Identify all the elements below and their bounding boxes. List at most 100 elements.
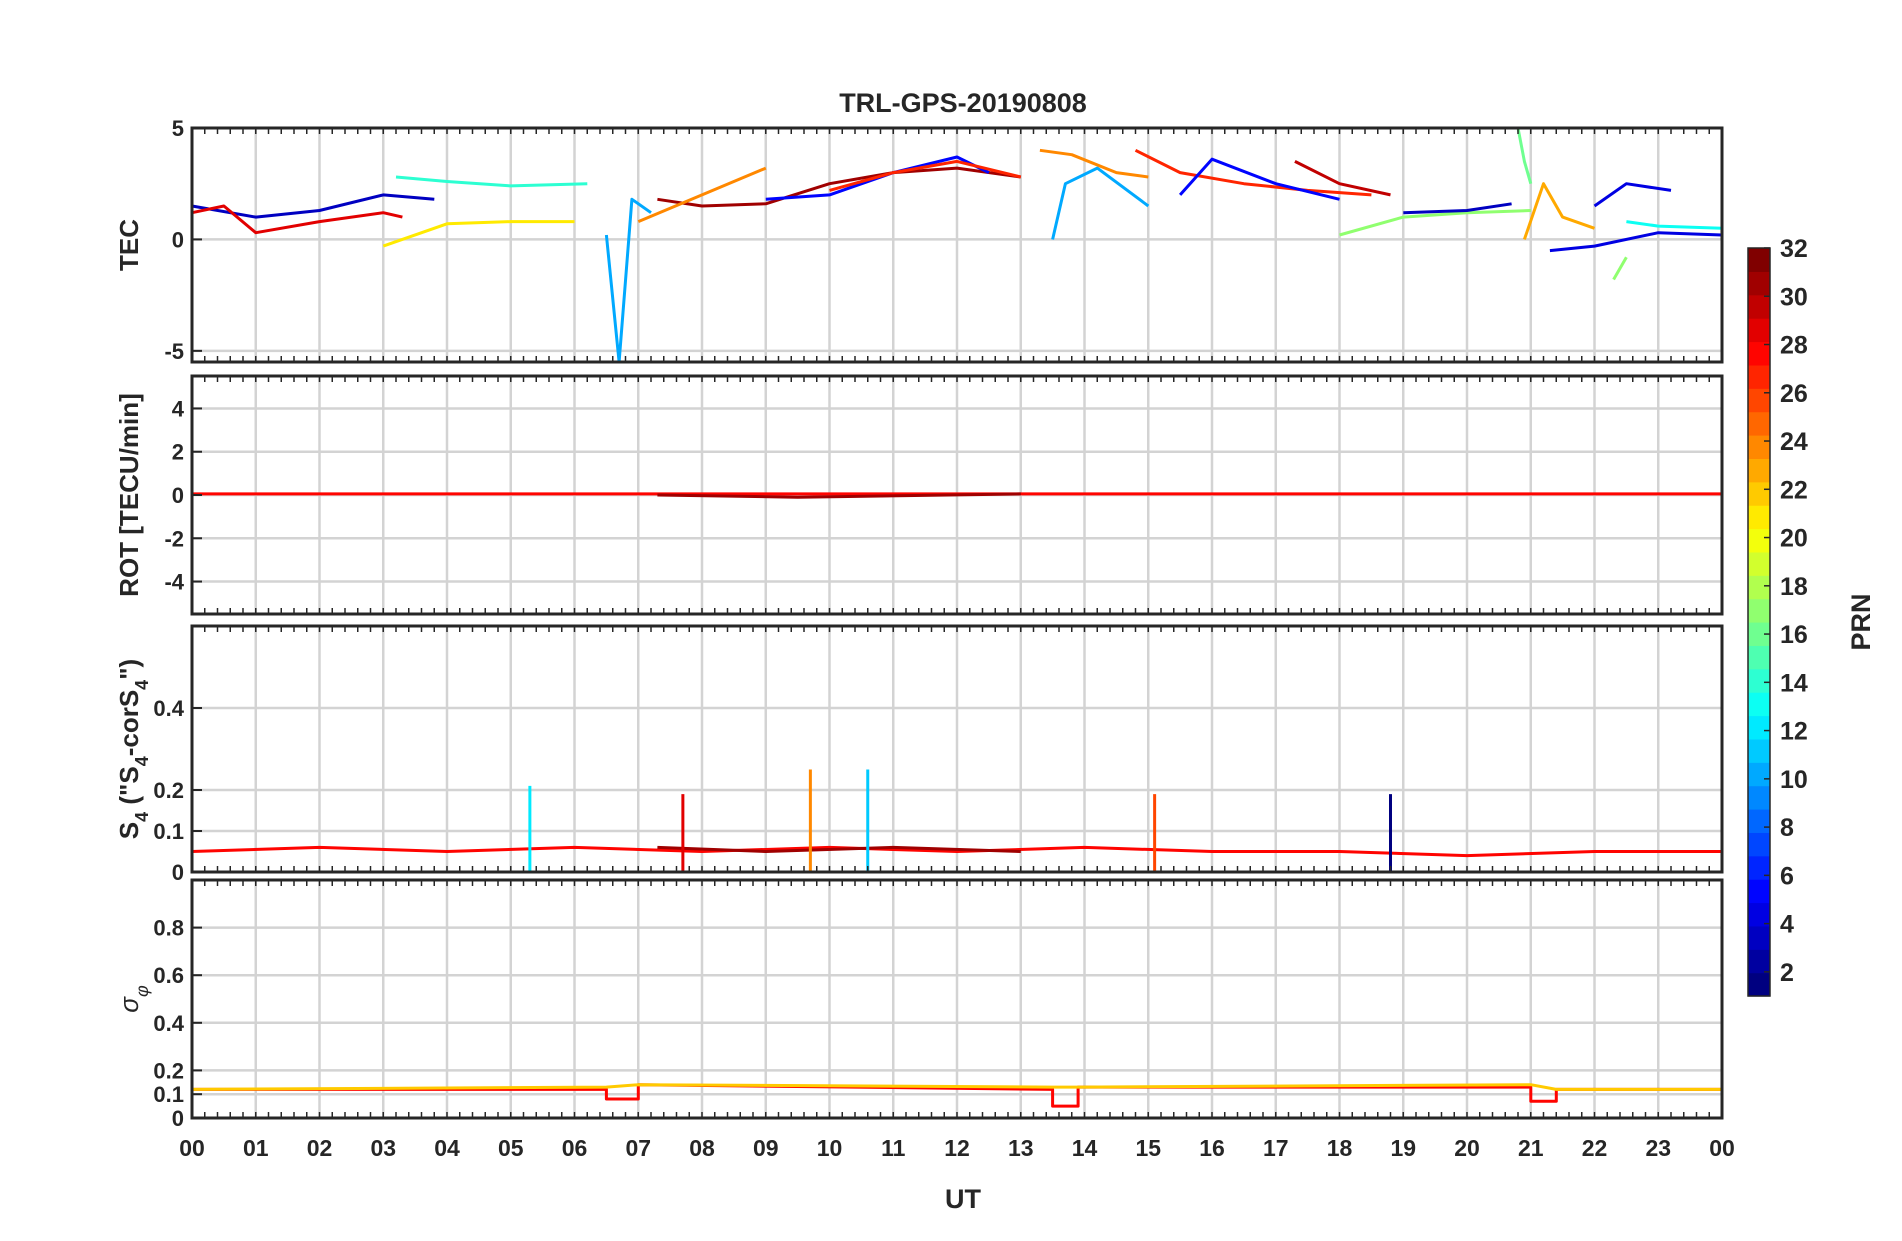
colorbar-tick-label: 26 (1780, 380, 1808, 408)
colorbar-tick-label: 10 (1780, 766, 1808, 794)
x-tick-label: 19 (1390, 1135, 1416, 1161)
s4-panel: 0 0.1 0.2 0.4S4 ("S4-corS4") (114, 624, 1724, 885)
rot-ytick-label: 2 (172, 440, 184, 465)
s4-series-prn-31 (657, 845, 1021, 853)
tec-ytick-label: 0 (172, 227, 184, 252)
colorbar-swatch (1748, 949, 1770, 974)
x-tick-label: 17 (1263, 1135, 1289, 1161)
rot-ytick-label: -4 (164, 570, 184, 595)
colorbar-tick-label: 30 (1780, 283, 1808, 311)
colorbar-swatch (1748, 832, 1770, 857)
x-tick-label: 06 (562, 1135, 588, 1161)
sigma-phi-ytick-label: 0.2 (153, 1058, 184, 1083)
colorbar-swatch (1748, 411, 1770, 436)
sigma-phi-ytick-label: 0.8 (153, 916, 184, 941)
colorbar-tick-label: 2 (1780, 959, 1794, 987)
colorbar-swatch (1748, 481, 1770, 506)
colorbar-label: PRN (1846, 593, 1876, 650)
tec-series-prn-24 (1039, 148, 1149, 179)
tec-series-prn-10 (1051, 166, 1150, 240)
tec-series-prn-3 (1403, 202, 1512, 215)
sigma-phi-axes-box (190, 878, 1724, 1120)
x-tick-label: 01 (243, 1135, 269, 1161)
colorbar-tick-label: 12 (1780, 718, 1808, 746)
tec-ytick-label: 5 (172, 116, 184, 141)
colorbar-swatch (1748, 925, 1770, 950)
colorbar-tick-label: 28 (1780, 332, 1808, 360)
tec-series-prn-4 (1593, 182, 1672, 208)
x-tick-label: 18 (1327, 1135, 1353, 1161)
x-tick-label: 20 (1454, 1135, 1480, 1161)
tec-axes-box (190, 126, 1724, 364)
colorbar-swatch (1748, 645, 1770, 670)
rot-ytick-label: -2 (164, 526, 184, 551)
colorbar-tick-label: 18 (1780, 573, 1808, 601)
colorbar-tick-label: 6 (1780, 862, 1794, 890)
colorbar-swatch (1748, 341, 1770, 366)
x-tick-label: 02 (307, 1135, 333, 1161)
colorbar-tick-label: 4 (1780, 911, 1794, 939)
colorbar-swatch (1748, 902, 1770, 927)
rot-y-axis-label: ROT [TECU/min] (114, 393, 144, 597)
colorbar-swatch (1748, 505, 1770, 530)
colorbar-tick-label: 22 (1780, 476, 1808, 504)
colorbar-swatch (1748, 972, 1770, 997)
colorbar-swatch (1748, 388, 1770, 413)
x-tick-label: 21 (1518, 1135, 1544, 1161)
colorbar-swatch (1748, 762, 1770, 787)
x-axis-ticks: 00 01 02 03 04 05 06 07 08 09 10 11 12 13 14 15 16 17 18 19… (179, 1135, 1735, 1161)
colorbar-frame (1747, 247, 1771, 997)
colorbar-swatch (1748, 738, 1770, 763)
rot-series-prn-31 (657, 492, 1021, 499)
sigma-phi-ytick-label: 0.1 (153, 1082, 184, 1107)
x-tick-label: 04 (434, 1135, 460, 1161)
s4-ytick-label: 0 (172, 860, 184, 885)
sigma-phi-ytick-label: 0.6 (153, 963, 184, 988)
sigma-phi-ytick-label: 0.4 (153, 1011, 184, 1036)
colorbar-tick-label: 16 (1780, 621, 1808, 649)
colorbar-swatch (1748, 715, 1770, 740)
s4-ytick-label: 0.4 (153, 696, 184, 721)
s4-y-axis-label: S4 ("S4-corS4") (114, 659, 152, 839)
chart-title: TRL-GPS-20190808 (839, 88, 1087, 118)
colorbar-swatch (1748, 809, 1770, 833)
x-tick-label: 09 (753, 1135, 779, 1161)
x-tick-label: 16 (1199, 1135, 1225, 1161)
colorbar-tick-label: 32 (1780, 235, 1808, 263)
tec-series-prn-27 (829, 159, 1022, 192)
sigma-phi-series-prn-22 (191, 1083, 1722, 1091)
colorbar-swatch (1748, 271, 1770, 296)
x-tick-label: 23 (1645, 1135, 1671, 1161)
rot-ytick-label: 4 (172, 396, 185, 421)
sigma-phi-panel: 00.10.2 0.4 0.6 0.8 σφ (114, 878, 1724, 1131)
rot-panel: -4 -2 0 2 4 ROT [TECU/min] (114, 374, 1724, 616)
tec-series-prn-13 (1626, 220, 1723, 230)
colorbar-swatch (1748, 855, 1770, 880)
s4-ytick-label: 0.2 (153, 778, 184, 803)
tec-series-prn-17 (1612, 256, 1628, 281)
s4-series-prn-28 (191, 845, 1722, 858)
colorbar-swatch (1748, 294, 1770, 319)
x-tick-label: 12 (944, 1135, 970, 1161)
colorbar-swatch (1748, 785, 1770, 810)
tec-series-prn-3 (191, 193, 435, 219)
colorbar-swatch (1748, 458, 1770, 483)
colorbar-swatch (1748, 528, 1770, 553)
tec-series-prn-23 (1522, 182, 1595, 240)
colorbar-swatch (1748, 551, 1770, 576)
tec-series-prn-14 (395, 175, 588, 188)
tec-y-axis-label: TEC (114, 219, 144, 271)
x-axis-label: UT (945, 1184, 981, 1214)
tec-series-prn-24 (637, 166, 767, 223)
colorbar-swatch (1748, 575, 1770, 600)
x-tick-label: 11 (881, 1135, 906, 1161)
sigma-phi-y-axis-label: σφ (114, 985, 152, 1013)
rot-ytick-label: 0 (172, 483, 184, 508)
tec-series-prn-31 (657, 166, 1022, 208)
tec-series-prn-27 (1134, 148, 1372, 197)
x-tick-label: 03 (370, 1135, 396, 1161)
x-tick-label: 00 (179, 1135, 205, 1161)
